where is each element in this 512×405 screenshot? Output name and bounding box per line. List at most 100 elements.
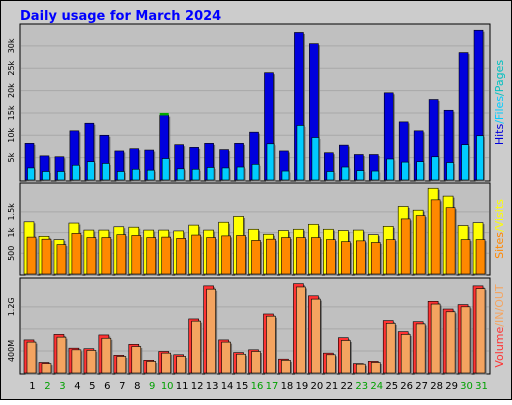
bar-out-day-12 [191, 320, 201, 374]
bar-files-day-1 [27, 167, 35, 181]
bar-files-day-24 [371, 170, 380, 181]
bar-files-day-3 [57, 171, 65, 181]
bar-out-day-31 [475, 288, 486, 374]
x-tick-label-day-31: 31 [475, 381, 488, 392]
chart-title: Daily usage for March 2024 [20, 9, 221, 24]
x-tick-label-day-26: 26 [400, 381, 413, 392]
x-tick-label-day-29: 29 [445, 381, 458, 392]
bar-sites-day-20 [311, 237, 321, 275]
bar-sites-day-5 [86, 237, 97, 275]
bar-files-day-21 [326, 171, 335, 181]
bar-files-day-11 [176, 168, 185, 181]
bar-files-day-31 [476, 135, 484, 181]
legend-sep-hits-1: / [493, 120, 506, 124]
bar-out-day-26 [400, 334, 411, 374]
x-tick-label-day-22: 22 [340, 381, 353, 392]
bar-sites-day-21 [326, 239, 336, 275]
legend-hits: Hits/Files/Pages [493, 60, 506, 146]
legend-item-volume: Volume [493, 326, 506, 367]
bar-files-day-7 [117, 171, 125, 181]
bar-files-day-2 [42, 171, 50, 181]
bar-files-day-13 [206, 167, 215, 181]
bar-out-day-14 [221, 341, 231, 374]
x-tick-label-day-15: 15 [236, 381, 249, 392]
bar-files-day-16 [251, 164, 260, 181]
bar-out-day-2 [41, 363, 52, 374]
bar-out-day-17 [266, 315, 276, 374]
x-tick-label-day-24: 24 [370, 381, 383, 392]
bar-out-day-23 [355, 363, 366, 374]
tick-label-hits-4: 25k [7, 60, 16, 75]
x-tick-label-day-19: 19 [296, 381, 309, 392]
x-tick-label-day-7: 7 [119, 381, 125, 392]
bar-out-day-29 [445, 311, 456, 374]
legend-item-out: OUT [493, 284, 506, 308]
x-tick-label-day-16: 16 [251, 381, 264, 392]
legend-volume: Volume/IN/OUT [493, 284, 506, 368]
bar-out-day-3 [56, 336, 67, 374]
bar-sites-day-6 [101, 237, 112, 275]
bar-sites-day-18 [281, 237, 291, 275]
bar-out-day-28 [430, 303, 441, 374]
x-tick-label-day-28: 28 [430, 381, 443, 392]
x-tick-label-day-8: 8 [134, 381, 140, 392]
bar-sites-day-26 [400, 218, 411, 275]
bar-sites-day-30 [460, 239, 471, 275]
bar-out-day-16 [251, 351, 261, 374]
panel-volume: 400M 1.2G Volume/IN/OUT [7, 277, 506, 375]
overlay-day-10 [159, 112, 169, 116]
bar-sites-day-3 [56, 244, 67, 275]
bar-files-day-29 [446, 162, 454, 181]
bar-out-day-24 [370, 362, 381, 374]
tick-label-visits-2: 1.5k [7, 203, 16, 221]
bar-out-day-11 [176, 356, 186, 374]
x-tick-label-day-18: 18 [281, 381, 294, 392]
legend-item-in: IN [493, 312, 506, 323]
tick-label-volume-0: 400M [7, 340, 16, 362]
bar-files-day-26 [401, 161, 409, 181]
bar-sites-day-15 [236, 235, 246, 275]
bar-files-day-18 [281, 170, 290, 181]
bar-files-day-25 [386, 158, 395, 181]
x-tick-label-day-27: 27 [415, 381, 428, 392]
x-tick-label-day-25: 25 [385, 381, 398, 392]
bar-sites-day-4 [71, 233, 82, 275]
bar-files-day-4 [72, 164, 80, 181]
x-tick-label-day-10: 10 [161, 381, 174, 392]
bar-sites-day-29 [445, 207, 456, 275]
legend-item-pages: Pages [493, 60, 506, 93]
bar-sites-day-17 [266, 238, 276, 275]
x-tick-label-day-21: 21 [325, 381, 338, 392]
bar-sites-day-24 [370, 242, 381, 275]
bar-files-day-20 [311, 137, 320, 181]
bar-sites-day-14 [221, 235, 231, 275]
bar-out-day-5 [86, 350, 97, 374]
tick-label-hits-5: 30k [7, 38, 16, 53]
bar-sites-day-27 [415, 215, 426, 275]
bar-sites-day-31 [475, 239, 486, 275]
x-tick-label-day-11: 11 [176, 381, 189, 392]
bar-out-day-18 [281, 360, 291, 374]
x-tick-label-day-12: 12 [191, 381, 204, 392]
bar-files-day-12 [191, 168, 200, 181]
bar-out-day-8 [131, 346, 142, 374]
bar-files-day-17 [266, 143, 275, 181]
bar-sites-day-22 [341, 241, 351, 275]
bar-files-day-9 [146, 169, 155, 181]
bar-sites-day-16 [251, 240, 261, 275]
x-tick-label-day-5: 5 [89, 381, 95, 392]
panel-visits: 500 1k 1.5k Sites/Visits [7, 182, 506, 276]
bar-out-day-21 [326, 354, 336, 374]
legend-item-hits: Hits [493, 124, 506, 146]
x-tick-label-day-23: 23 [355, 381, 368, 392]
bar-out-day-22 [341, 340, 351, 374]
bar-sites-day-8 [131, 235, 142, 275]
x-tick-label-day-17: 17 [266, 381, 279, 392]
bar-files-day-10 [161, 158, 170, 181]
x-tick-label-day-14: 14 [221, 381, 234, 392]
bar-sites-day-23 [355, 240, 366, 275]
bar-files-day-15 [236, 166, 245, 181]
bar-out-day-15 [236, 353, 246, 374]
x-tick-label-day-2: 2 [44, 381, 50, 392]
tick-label-volume-2: 1.2G [7, 297, 16, 316]
